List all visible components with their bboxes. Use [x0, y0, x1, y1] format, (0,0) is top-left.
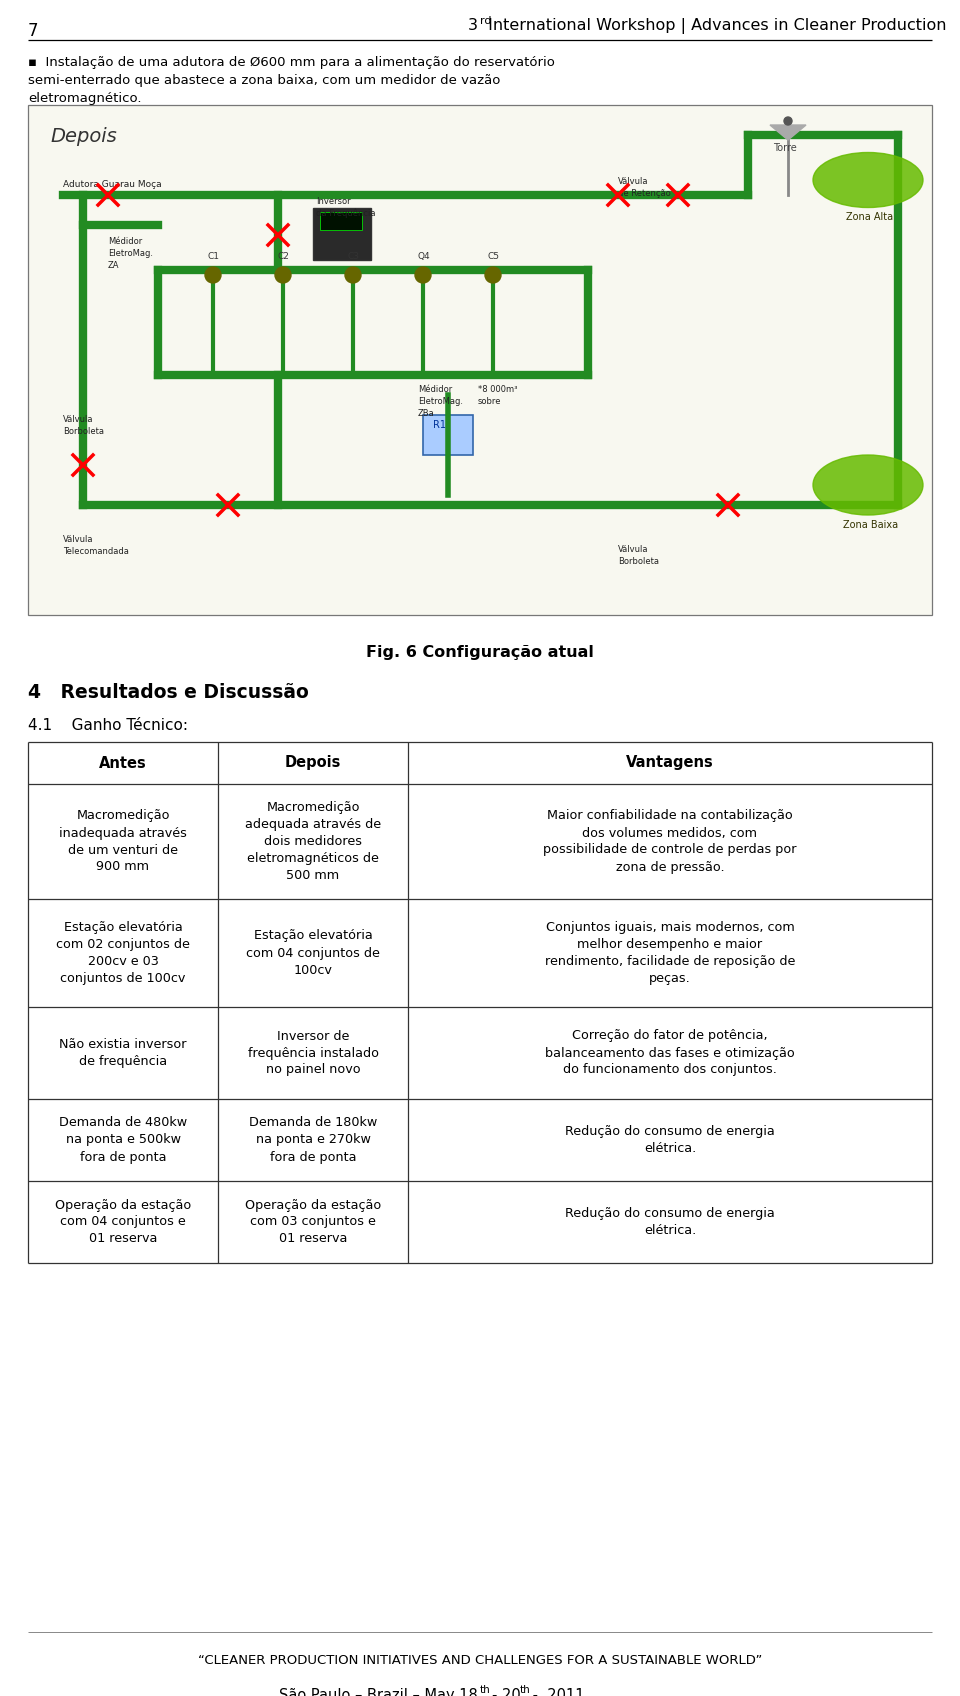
- Text: Conjuntos iguais, mais modernos, com
melhor desempenho e maior
rendimento, facil: Conjuntos iguais, mais modernos, com mel…: [545, 921, 795, 985]
- Text: 4.1    Ganho Técnico:: 4.1 Ganho Técnico:: [28, 717, 188, 733]
- Text: rd: rd: [480, 15, 492, 25]
- Text: Vantagens: Vantagens: [626, 755, 714, 770]
- Text: C1: C1: [207, 253, 219, 261]
- Text: Macromedição
inadequada através
de um venturi de
900 mm: Macromedição inadequada através de um ve…: [60, 809, 187, 873]
- Bar: [313, 209, 371, 259]
- Circle shape: [345, 266, 361, 283]
- Ellipse shape: [813, 455, 923, 516]
- Text: th: th: [520, 1686, 531, 1694]
- Bar: [28, 105, 932, 616]
- Text: Demanda de 180kw
na ponta e 270kw
fora de ponta: Demanda de 180kw na ponta e 270kw fora d…: [249, 1116, 377, 1163]
- Circle shape: [485, 266, 501, 283]
- Text: C2: C2: [277, 253, 289, 261]
- Text: 4   Resultados e Discussão: 4 Resultados e Discussão: [28, 683, 309, 702]
- Text: Torre: Torre: [773, 142, 797, 153]
- Text: C3: C3: [347, 253, 359, 261]
- Polygon shape: [770, 126, 806, 141]
- Text: Maior confiabilidade na contabilização
dos volumes medidos, com
possibilidade de: Maior confiabilidade na contabilização d…: [543, 809, 797, 873]
- Text: 3: 3: [468, 19, 478, 32]
- Circle shape: [415, 266, 431, 283]
- Text: Estação elevatória
com 02 conjuntos de
200cv e 03
conjuntos de 100cv: Estação elevatória com 02 conjuntos de 2…: [56, 921, 190, 985]
- Text: São Paulo – Brazil – May 18: São Paulo – Brazil – May 18: [279, 1688, 478, 1696]
- Text: Demanda de 480kw
na ponta e 500kw
fora de ponta: Demanda de 480kw na ponta e 500kw fora d…: [59, 1116, 187, 1163]
- Ellipse shape: [813, 153, 923, 207]
- Text: Redução do consumo de energia
elétrica.: Redução do consumo de energia elétrica.: [565, 1208, 775, 1236]
- Text: -  2011: - 2011: [528, 1688, 585, 1696]
- Text: Zona Baixa: Zona Baixa: [843, 521, 899, 529]
- Text: Válvula
Telecomandada: Válvula Telecomandada: [63, 534, 129, 556]
- Text: Inversor
da Frequência: Inversor da Frequência: [316, 197, 375, 219]
- Text: 7: 7: [28, 22, 38, 41]
- Text: Estação elevatória
com 04 conjuntos de
100cv: Estação elevatória com 04 conjuntos de 1…: [246, 929, 380, 977]
- Text: International Workshop | Advances in Cleaner Production: International Workshop | Advances in Cle…: [483, 19, 947, 34]
- Text: Operação da estação
com 03 conjuntos e
01 reserva: Operação da estação com 03 conjuntos e 0…: [245, 1199, 381, 1245]
- Text: Depois: Depois: [50, 127, 117, 146]
- Text: Fig. 6 Configuração atual: Fig. 6 Configuração atual: [366, 644, 594, 660]
- Text: eletromagnético.: eletromagnético.: [28, 92, 141, 105]
- Text: Válvula
Borboleta: Válvula Borboleta: [63, 416, 104, 436]
- Circle shape: [205, 266, 221, 283]
- Text: Q4: Q4: [417, 253, 430, 261]
- Text: Inversor de
frequência instalado
no painel novo: Inversor de frequência instalado no pain…: [248, 1029, 378, 1077]
- Text: Macromedição
adequada através de
dois medidores
eletromagnéticos de
500 mm: Macromedição adequada através de dois me…: [245, 801, 381, 882]
- Text: Zona Alta: Zona Alta: [846, 212, 893, 222]
- Bar: [423, 416, 473, 455]
- Text: Antes: Antes: [99, 755, 147, 770]
- Text: R1: R1: [433, 421, 446, 431]
- Text: Correção do fator de potência,
balanceamento das fases e otimização
do funcionam: Correção do fator de potência, balanceam…: [545, 1029, 795, 1077]
- Bar: [28, 743, 932, 1264]
- Text: Válvula
Borboleta: Válvula Borboleta: [618, 544, 659, 566]
- Text: Válvula
de Retenção: Válvula de Retenção: [618, 176, 671, 198]
- Text: ▪  Instalação de uma adutora de Ø600 mm para a alimentação do reservatório: ▪ Instalação de uma adutora de Ø600 mm p…: [28, 56, 555, 70]
- Text: *8 000m³
sobre: *8 000m³ sobre: [478, 385, 517, 405]
- Text: C5: C5: [487, 253, 499, 261]
- Text: semi-enterrado que abastece a zona baixa, com um medidor de vazão: semi-enterrado que abastece a zona baixa…: [28, 75, 500, 86]
- Bar: [320, 212, 362, 231]
- Text: Não existia inversor
de frequência: Não existia inversor de frequência: [60, 1038, 187, 1068]
- Circle shape: [784, 117, 792, 126]
- Text: - 20: - 20: [492, 1688, 520, 1696]
- Text: Operação da estação
com 04 conjuntos e
01 reserva: Operação da estação com 04 conjuntos e 0…: [55, 1199, 191, 1245]
- Text: Médidor
EletroMag.
ZBa: Médidor EletroMag. ZBa: [418, 385, 463, 417]
- Text: th: th: [480, 1686, 491, 1694]
- Circle shape: [275, 266, 291, 283]
- Text: Depois: Depois: [285, 755, 341, 770]
- Text: “CLEANER PRODUCTION INITIATIVES AND CHALLENGES FOR A SUSTAINABLE WORLD”: “CLEANER PRODUCTION INITIATIVES AND CHAL…: [198, 1654, 762, 1667]
- Text: Médidor
EletroMag.
ZA: Médidor EletroMag. ZA: [108, 237, 153, 270]
- Text: Adutora Guarau Moça: Adutora Guarau Moça: [63, 180, 161, 188]
- Text: Redução do consumo de energia
elétrica.: Redução do consumo de energia elétrica.: [565, 1124, 775, 1155]
